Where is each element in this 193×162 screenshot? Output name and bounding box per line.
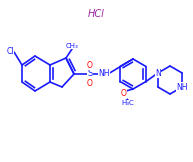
- Text: NH: NH: [98, 69, 110, 79]
- Text: HCl: HCl: [88, 9, 104, 19]
- Text: O: O: [87, 60, 93, 69]
- Text: CH₃: CH₃: [66, 43, 78, 49]
- Text: O: O: [87, 79, 93, 87]
- Text: Cl: Cl: [6, 47, 14, 57]
- Text: O: O: [121, 89, 127, 98]
- Text: NH: NH: [176, 82, 188, 92]
- Text: S: S: [87, 69, 93, 79]
- Text: N: N: [155, 69, 161, 77]
- Text: H₃C: H₃C: [122, 100, 134, 106]
